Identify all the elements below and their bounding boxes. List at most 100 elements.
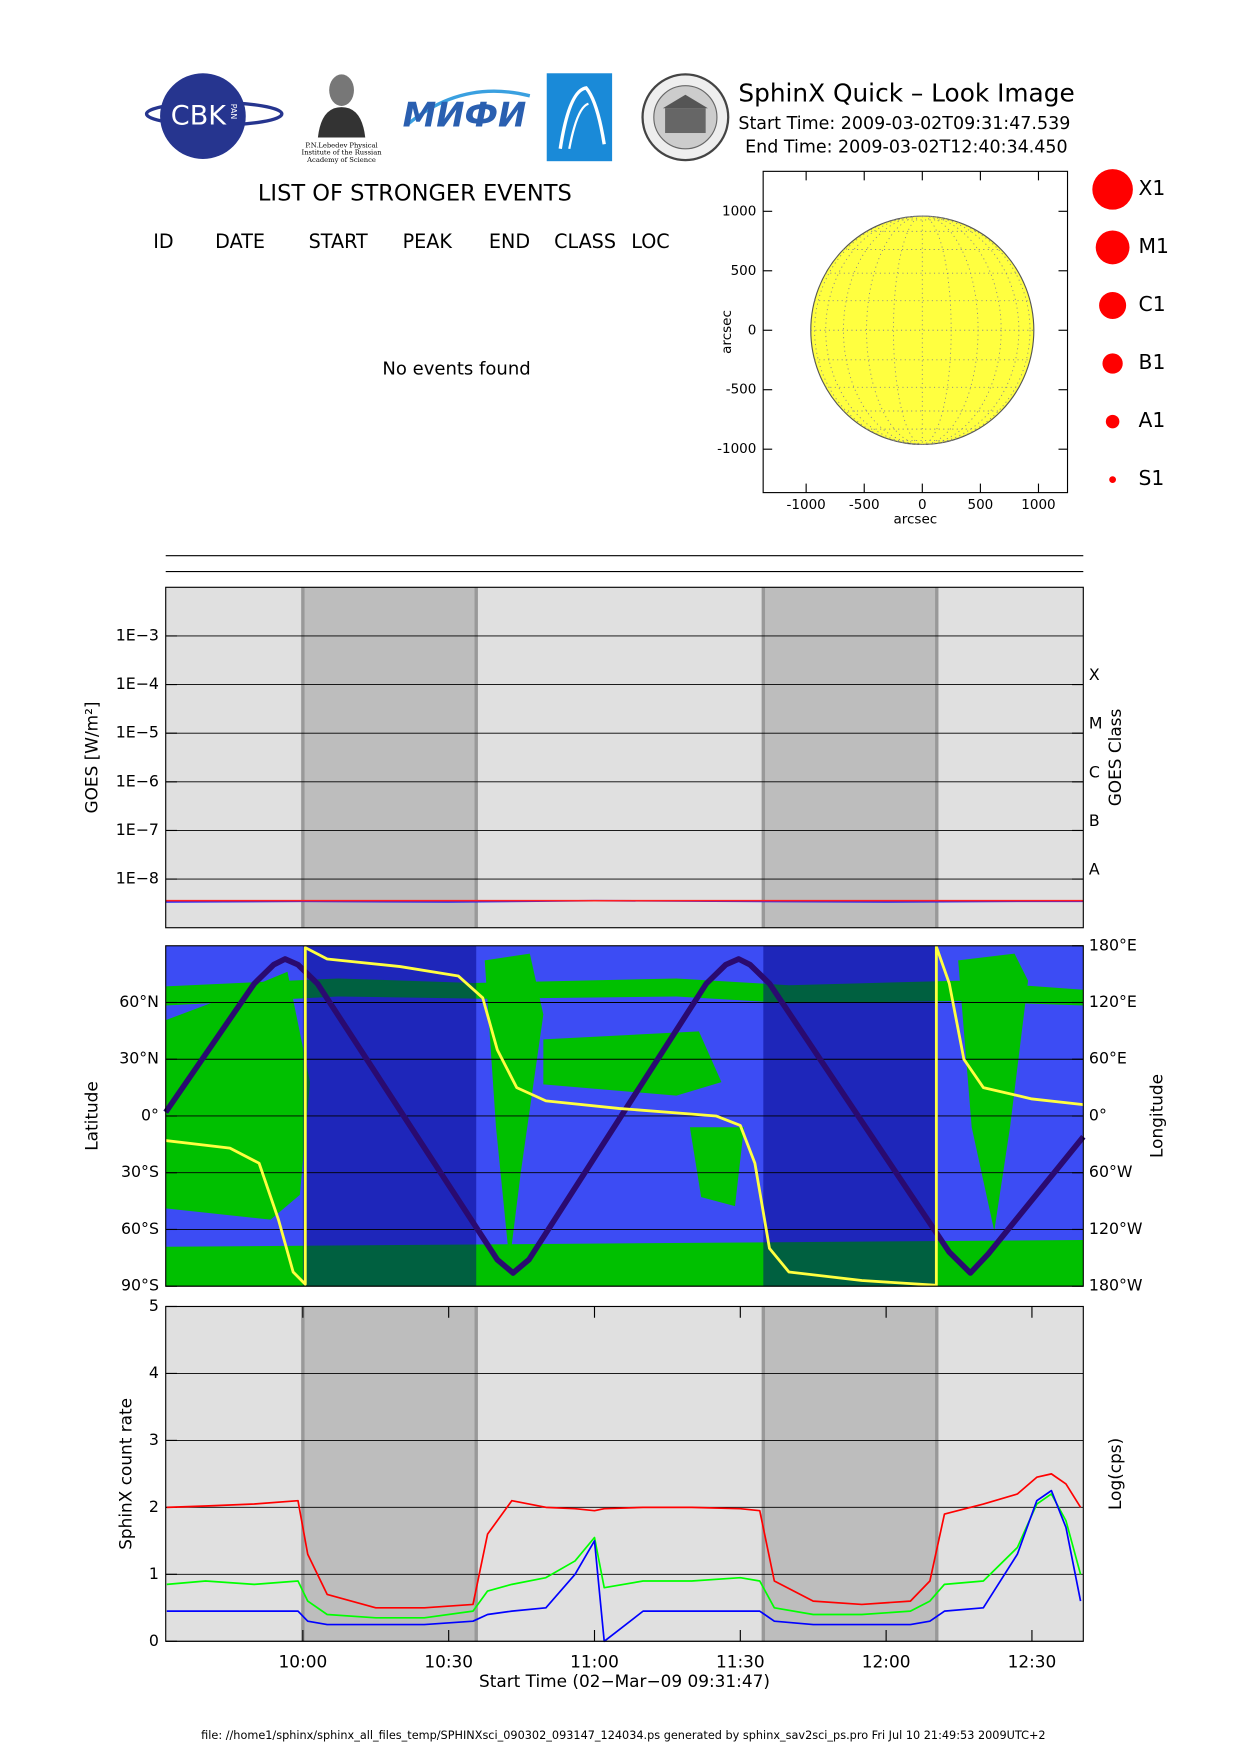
y-tick-label: -500 [726, 382, 757, 398]
land-region [165, 971, 311, 1220]
y-tick-label: 0° [141, 1105, 159, 1124]
y2-tick-label: A [1089, 860, 1100, 879]
x-tick-label: 11:00 [570, 1652, 619, 1672]
x-tick-label: 10:00 [279, 1652, 328, 1672]
y-tick-label: 60°N [119, 992, 159, 1011]
logo-disc [160, 73, 246, 159]
y2-tick-label: 60°E [1089, 1049, 1127, 1068]
event-column-header: END [489, 230, 530, 253]
mifi-logo: МИФИ [403, 89, 531, 135]
y-tick-label: 5 [149, 1296, 159, 1315]
y-axis-label: arcsec [719, 310, 735, 354]
legend-label: S1 [1139, 466, 1165, 490]
y-tick-label: 1E−6 [116, 771, 159, 790]
end-time: End Time: 2009-03-02T12:40:34.450 [745, 138, 1067, 158]
land-region [958, 953, 1029, 1231]
plot-frame [165, 945, 1084, 1287]
y2-axis-label: Log(cps) [1105, 1438, 1125, 1510]
event-column-header: ID [153, 230, 173, 253]
logo-text: МИФИ [403, 96, 527, 135]
plot-frame [762, 170, 1069, 494]
y2-tick-label: B [1089, 811, 1100, 830]
event-column-header: CLASS [554, 230, 616, 253]
legend-marker [1102, 353, 1123, 374]
shaded-interval [302, 587, 477, 928]
y-tick-label: 1E−7 [116, 820, 159, 839]
logo-caption: Institute of the Russian [302, 149, 383, 157]
y2-tick-label: 60°W [1089, 1162, 1133, 1181]
y2-tick-label: 0° [1089, 1105, 1107, 1124]
y-tick-label: 1 [149, 1564, 159, 1583]
x-tick-label: 500 [967, 497, 993, 513]
x-axis-label: Start Time (02−Mar−09 09:31:47) [479, 1671, 770, 1691]
shaded-interval [302, 1306, 477, 1642]
y-tick-label: 60°S [121, 1219, 159, 1238]
y-tick-label: 1E−8 [116, 869, 159, 888]
logo-arc [558, 86, 606, 150]
series-line [165, 945, 1084, 1287]
logo-arc [568, 102, 589, 150]
y2-tick-label: X [1089, 665, 1100, 684]
institute-logo [546, 73, 613, 162]
legend-label: X1 [1139, 176, 1166, 200]
plot-frame [165, 586, 1084, 929]
event-list-title: LIST OF STRONGER EVENTS [258, 180, 572, 206]
legend-marker [1095, 230, 1130, 265]
y2-tick-label: M [1089, 714, 1103, 733]
y-tick-label: 30°N [119, 1049, 159, 1068]
series-line [166, 1489, 1082, 1643]
x-tick-label: 0 [918, 497, 927, 513]
y-tick-label: 1E−3 [116, 625, 159, 644]
logo-text: CBK [171, 101, 227, 132]
y2-axis-label: Longitude [1147, 1074, 1167, 1158]
y-tick-label: -1000 [717, 441, 756, 457]
logo-text: PAN [229, 104, 238, 120]
y-tick-label: 500 [731, 263, 757, 279]
y2-tick-label: 120°E [1089, 992, 1137, 1011]
logo-box [546, 73, 613, 162]
y-tick-label: 0 [149, 1631, 159, 1650]
y-tick-label: 30°S [121, 1162, 159, 1181]
legend-label: B1 [1139, 350, 1166, 374]
legend-marker [1092, 169, 1133, 210]
legend-label: A1 [1139, 408, 1166, 432]
y-axis-label: GOES [W/m²] [81, 702, 101, 814]
legend-label: C1 [1139, 292, 1166, 316]
y2-axis-label: GOES Class [1105, 709, 1125, 807]
lebedev-logo [317, 74, 366, 138]
title: SphinX Quick – Look Image [738, 79, 1074, 108]
logo-caption: P.N.Lebedev Physical [305, 141, 377, 149]
y2-tick-label: C [1089, 762, 1100, 781]
y-tick-label: 90°S [121, 1276, 159, 1295]
y-tick-label: 4 [149, 1363, 159, 1382]
x-axis-label: arcsec [893, 512, 937, 528]
event-column-header: LOC [631, 230, 669, 253]
legend-marker [1105, 414, 1120, 429]
legend-marker [1109, 476, 1116, 484]
y-tick-label: 1E−4 [116, 674, 159, 693]
event-list-message: No events found [382, 359, 530, 380]
series-line [163, 956, 1086, 1276]
y-tick-label: 1000 [722, 203, 756, 219]
y-axis-label: Latitude [81, 1081, 101, 1151]
y2-tick-label: 120°W [1089, 1219, 1143, 1238]
x-tick-label: -500 [849, 497, 880, 513]
land-region [543, 1031, 722, 1096]
x-tick-label: -1000 [787, 497, 826, 513]
y-tick-label: 1E−5 [116, 723, 159, 742]
series-line [166, 1493, 1082, 1619]
y2-tick-label: 180°W [1089, 1276, 1143, 1295]
seal-roof [662, 94, 708, 109]
seal-building [665, 108, 706, 134]
series-line [166, 1473, 1082, 1609]
plot-frame [165, 1305, 1084, 1642]
x-tick-label: 1000 [1021, 497, 1055, 513]
logo-swoosh [406, 89, 531, 126]
event-column-header: PEAK [403, 230, 453, 253]
land-region [689, 1127, 744, 1207]
event-column-header: START [309, 230, 368, 253]
x-tick-label: 10:30 [424, 1652, 473, 1672]
legend-label: M1 [1139, 234, 1169, 258]
